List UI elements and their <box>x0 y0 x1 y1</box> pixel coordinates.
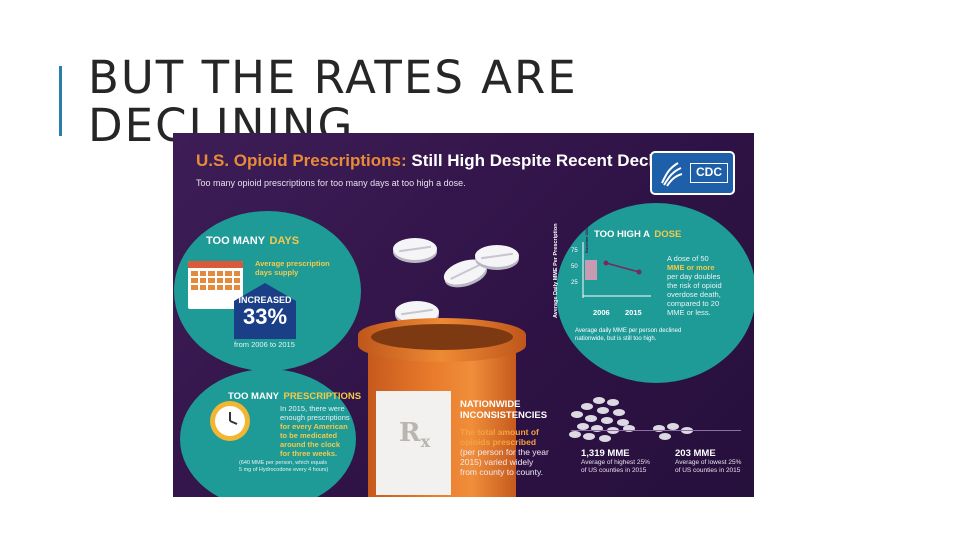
dose-line: overdose death, <box>667 290 721 299</box>
dose-line: MME or more <box>667 263 715 272</box>
days-heading: TOO MANY DAYS <box>206 231 299 249</box>
low-mme-desc: Average of lowest 25% <box>675 459 742 466</box>
dose-line: MME or less. <box>667 308 711 317</box>
days-period: from 2006 to 2015 <box>234 340 295 349</box>
bottle-label <box>376 391 451 495</box>
pill-icon <box>475 245 519 267</box>
dose-text: A dose of 50 MME or more per day doubles… <box>667 254 722 317</box>
dose-line-chart <box>582 242 651 298</box>
days-desc-line: days supply <box>255 268 299 277</box>
dose-y-tick: 25 <box>571 280 578 286</box>
days-heading-prefix: TOO MANY <box>206 235 266 247</box>
high-mme-value: 1,319 MME <box>581 448 630 459</box>
title-accent-bar <box>59 66 62 136</box>
prescriptions-line: In 2015, there were <box>280 404 345 413</box>
dose-line: per day doubles <box>667 272 721 281</box>
dose-axis-label: Average Daily MME Per Prescription <box>553 223 559 318</box>
dose-line: compared to 20 <box>667 299 720 308</box>
prescriptions-line: for three weeks. <box>280 449 338 458</box>
cdc-logo: CDC <box>650 151 735 195</box>
pill-bottle-opening <box>371 324 513 350</box>
dose-y-tick: 50 <box>571 264 578 270</box>
dose-line: the risk of opioid <box>667 281 722 290</box>
increased-label: INCREASED <box>238 295 292 305</box>
cdc-logo-text: CDC <box>690 163 728 183</box>
prescriptions-line: to be medicated <box>280 431 338 440</box>
prescriptions-heading-prefix: TOO MANY <box>228 391 280 402</box>
pill-pile-low-icon <box>651 423 701 441</box>
dose-heading-prefix: TOO HIGH A <box>594 229 650 240</box>
nationwide-heading-line: NATIONWIDE <box>460 399 521 410</box>
increase-house-icon <box>234 283 296 339</box>
increase-percent: 33% <box>242 304 288 329</box>
rx-symbol-icon: Rx <box>399 418 431 452</box>
high-mme-desc: of US counties in 2015 <box>581 467 647 474</box>
nationwide-body-line: opioids prescribed <box>460 437 537 447</box>
dose-x-tick-2006: 2006 <box>593 308 610 317</box>
days-heading-accent: DAYS <box>269 235 300 247</box>
slide-title: BUT THE RATES ARE DECLINING <box>88 51 578 152</box>
days-description: Average prescription days supply <box>255 259 330 277</box>
clock-icon <box>210 401 250 441</box>
prescriptions-line: for every American <box>280 422 348 431</box>
infographic-title-accent: U.S. Opioid Prescriptions: <box>196 151 407 170</box>
opioid-infographic: U.S. Opioid Prescriptions: Still High De… <box>173 133 754 497</box>
pill-pile-high-icon <box>569 395 639 443</box>
dose-footer-line: nationwide, but is still too high. <box>575 336 657 342</box>
dose-footer: Average daily MME per person declined na… <box>575 327 681 343</box>
dose-point-label: Baseline 2006 <box>584 226 589 253</box>
prescriptions-heading-accent: PRESCRIPTIONS <box>283 391 362 402</box>
calendar-icon <box>188 261 243 309</box>
prescriptions-circle <box>180 369 356 497</box>
prescriptions-text: In 2015, there were enough prescriptions… <box>280 404 350 458</box>
nationwide-heading: NATIONWIDE INCONSISTENCIES <box>460 399 547 421</box>
nationwide-body: The total amount of opioids prescribed (… <box>460 427 549 477</box>
dose-footer-line: Average daily MME per person declined <box>575 328 682 334</box>
dose-x-tick-2015: 2015 <box>625 308 642 317</box>
stats-divider <box>571 430 741 431</box>
nationwide-body-line: 2015) varied widely <box>460 457 534 467</box>
dose-line: A dose of 50 <box>667 254 709 263</box>
infographic-subtitle: Too many opioid prescriptions for too ma… <box>196 178 466 188</box>
dose-y-tick: 75 <box>571 248 578 254</box>
prescriptions-footnote-line: 5 mg of Hydrocodone every 4 hours) <box>239 467 329 473</box>
pill-icon <box>395 301 439 323</box>
infographic-title-rest: Still High Despite Recent Declines <box>411 151 688 170</box>
high-mme-desc: Average of highest 25% <box>581 459 650 466</box>
nationwide-body-line: from county to county. <box>460 467 543 477</box>
low-mme-value: 203 MME <box>675 448 716 459</box>
dose-heading-accent: DOSE <box>654 229 682 240</box>
prescriptions-line: enough prescriptions <box>280 413 350 422</box>
pill-icon <box>393 238 437 260</box>
infographic-title: U.S. Opioid Prescriptions: Still High De… <box>196 151 687 171</box>
low-mme-desc: of US counties in 2015 <box>675 467 741 474</box>
prescriptions-footnote: (640 MME per person, which equals 5 mg o… <box>239 460 328 474</box>
dose-heading: TOO HIGH A DOSE <box>594 224 681 242</box>
days-desc-line: Average prescription <box>255 259 330 268</box>
low-counties-stat: 203 MME Average of lowest 25% of US coun… <box>675 448 741 475</box>
nationwide-body-line: The total amount of <box>460 427 539 437</box>
hhs-eagle-icon <box>661 162 683 187</box>
prescriptions-heading: TOO MANY PRESCRIPTIONS <box>228 386 361 404</box>
nationwide-heading-line: INCONSISTENCIES <box>460 410 548 421</box>
high-counties-stat: 1,319 MME Average of highest 25% of US c… <box>581 448 650 475</box>
prescriptions-line: around the clock <box>280 440 341 449</box>
dose-y-ticks: 75 50 25 <box>571 243 578 291</box>
prescriptions-footnote-line: (640 MME per person, which equals <box>239 460 328 466</box>
nationwide-body-line: (per person for the year <box>460 447 549 457</box>
dose-circle <box>556 203 754 383</box>
